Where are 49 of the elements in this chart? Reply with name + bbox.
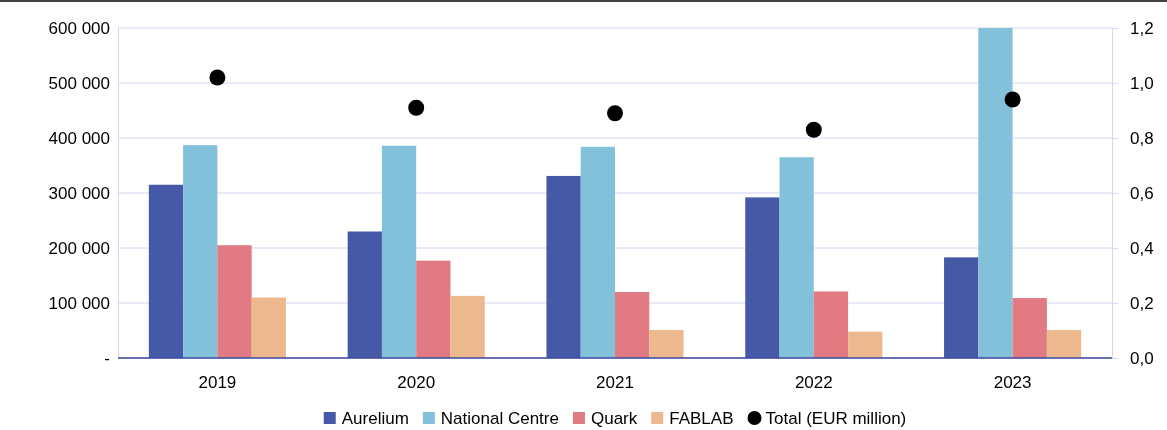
x-tick-label: 2022 <box>794 373 833 392</box>
bar <box>251 297 286 358</box>
bar <box>347 231 382 358</box>
y-tick-label: 300 000 <box>48 183 110 203</box>
bar <box>381 145 417 358</box>
y2-tick-label: 1,0 <box>1130 73 1154 93</box>
point <box>1004 91 1021 108</box>
point <box>209 69 226 86</box>
legend-label: Aurelium <box>341 409 409 428</box>
bar <box>944 257 979 358</box>
y-tick-label: 400 000 <box>48 128 110 148</box>
x-tick-label: 2019 <box>198 373 237 392</box>
bar <box>649 329 684 358</box>
point <box>408 99 425 116</box>
y-tick-label: 600 000 <box>48 18 110 38</box>
x-tick-label: 2023 <box>993 373 1032 392</box>
y2-tick-label: 0,6 <box>1130 183 1154 203</box>
bar <box>615 292 650 358</box>
bar <box>416 260 451 358</box>
legend-label: Total (EUR million) <box>765 409 907 428</box>
bar <box>148 184 184 358</box>
bar <box>450 295 485 358</box>
y2-tick-label: 1,2 <box>1130 18 1154 38</box>
legend-label: FABLAB <box>669 409 734 428</box>
bar <box>978 28 1013 358</box>
point <box>607 105 623 122</box>
bar <box>813 291 849 358</box>
y2-tick-label: 0,8 <box>1130 128 1154 148</box>
x-tick-label: 2021 <box>596 373 634 392</box>
bar <box>848 331 883 358</box>
bar <box>183 145 218 358</box>
y-tick-label: 500 000 <box>48 73 110 93</box>
legend-label: National Centre <box>440 409 559 428</box>
y2-tick-label: 0,2 <box>1130 293 1154 313</box>
bar <box>779 157 814 358</box>
y-tick-label: 100 000 <box>48 293 110 313</box>
bar <box>1012 298 1047 358</box>
point <box>805 121 822 138</box>
y-tick-label: - <box>104 348 110 368</box>
x-tick-label: 2020 <box>397 373 436 392</box>
bar <box>217 245 252 358</box>
bar <box>745 197 780 358</box>
y2-tick-label: 0,0 <box>1130 348 1154 368</box>
bar <box>580 146 615 358</box>
y-tick-label: 200 000 <box>48 238 110 258</box>
legend-label: Quark <box>590 409 638 428</box>
bar <box>1046 329 1082 358</box>
y2-tick-label: 0,4 <box>1130 238 1154 258</box>
bar <box>546 175 581 358</box>
